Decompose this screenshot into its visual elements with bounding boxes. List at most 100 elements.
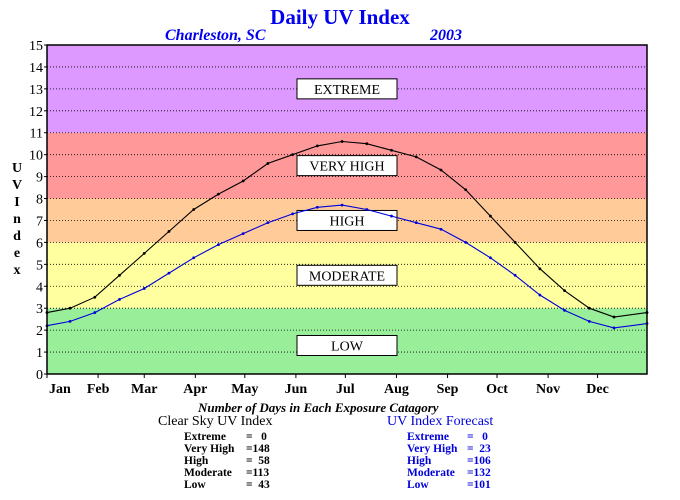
- clear-sky-point: [315, 144, 319, 148]
- clear-sky-row-moderate: Moderate =113: [158, 467, 298, 479]
- footer-title: Number of Days in Each Exposure Catagory: [198, 400, 439, 415]
- row-value: = 0: [467, 431, 488, 443]
- y-tick-label: 7: [36, 214, 43, 229]
- y-tick-label: 10: [29, 149, 43, 164]
- forecast-point: [93, 311, 97, 314]
- clear-sky-point: [365, 142, 369, 146]
- row-value: =113: [246, 467, 270, 479]
- row-label: Very High: [184, 443, 235, 455]
- clear-sky-point: [489, 214, 492, 218]
- forecast-row-moderate: Moderate =132: [387, 467, 537, 479]
- x-tick-label: Mar: [131, 382, 157, 397]
- band-label-box: [296, 334, 398, 356]
- y-tick-label: 3: [36, 302, 43, 317]
- forecast-point: [68, 319, 72, 323]
- clear-sky-point: [241, 179, 245, 183]
- y-tick-label: 13: [29, 83, 43, 98]
- clear-sky-row-low: Low = 43: [158, 479, 298, 491]
- forecast-point: [612, 326, 616, 330]
- forecast-point: [142, 287, 146, 290]
- y-axis-label-char: x: [14, 263, 21, 278]
- row-value: = 58: [246, 455, 270, 467]
- y-tick-label: 1: [36, 346, 43, 361]
- row-value: =101: [467, 479, 491, 491]
- row-value: =148: [246, 443, 270, 455]
- forecast-summary: UV Index Forecast Extreme = 0 Very High = …: [387, 414, 537, 491]
- clear-sky-point: [464, 188, 468, 192]
- clear-sky-point: [563, 289, 566, 293]
- forecast-point: [241, 232, 245, 236]
- chart-subtitle-year: 2003: [430, 27, 462, 44]
- forecast-point: [167, 271, 171, 275]
- band-label: MODERATE: [309, 269, 385, 284]
- x-tick-label: Nov: [536, 382, 560, 397]
- forecast-point: [390, 214, 393, 218]
- y-axis-label-char: n: [13, 212, 21, 227]
- row-value: = 23: [467, 443, 491, 455]
- x-tick-label: Apr: [183, 382, 207, 397]
- band-label: EXTREME: [314, 83, 380, 98]
- clear-sky-point: [291, 153, 295, 157]
- forecast-point: [217, 243, 220, 246]
- x-tick-label: May: [231, 382, 258, 397]
- forecast-point: [464, 241, 468, 244]
- y-tick-label: 4: [36, 280, 43, 295]
- clear-sky-point: [142, 251, 146, 255]
- clear-sky-summary: Clear Sky UV Index Extreme = 0 Very High =…: [158, 414, 298, 491]
- row-label: Low: [184, 479, 206, 491]
- y-tick-label: 12: [29, 105, 43, 120]
- band-label: HIGH: [330, 214, 365, 229]
- row-label: High: [184, 455, 209, 467]
- clear-sky-summary-title: Clear Sky UV Index: [158, 414, 273, 429]
- row-label: Moderate: [184, 467, 232, 479]
- y-tick-label: 9: [36, 171, 43, 186]
- forecast-point: [266, 221, 270, 225]
- band-label: LOW: [331, 339, 364, 354]
- clear-sky-point: [68, 306, 72, 310]
- x-tick-label: Jun: [285, 382, 308, 397]
- x-tick-label: Dec: [586, 382, 609, 397]
- row-value: = 43: [246, 479, 270, 491]
- y-tick-label: 5: [36, 258, 43, 273]
- clear-sky-point: [93, 295, 97, 299]
- clear-sky-point: [414, 155, 418, 159]
- forecast-point: [439, 227, 443, 231]
- y-tick-label: 11: [30, 127, 43, 142]
- y-axis-label-char: d: [13, 229, 21, 244]
- row-value: =106: [467, 455, 491, 467]
- forecast-point: [192, 256, 196, 260]
- forecast-point: [340, 203, 344, 207]
- row-label: Very High: [407, 443, 458, 455]
- forecast-row-high: High =106: [387, 455, 537, 467]
- clear-sky-point: [612, 315, 616, 319]
- y-tick-label: 6: [36, 236, 43, 251]
- clear-sky-point: [513, 241, 517, 244]
- clear-sky-point: [390, 148, 393, 152]
- clear-sky-point: [587, 306, 591, 310]
- clear-sky-row-high: High = 58: [158, 455, 298, 467]
- clear-sky-point: [538, 267, 542, 271]
- x-tick-label: Aug: [384, 382, 409, 397]
- forecast-point: [315, 205, 319, 209]
- clear-sky-point: [192, 208, 196, 211]
- clear-sky-point: [266, 162, 270, 165]
- forecast-point: [365, 208, 369, 211]
- row-value: = 0: [246, 431, 267, 443]
- row-label: Extreme: [184, 431, 226, 443]
- forecast-row-very-high: Very High = 23: [387, 443, 537, 455]
- clear-sky-point: [118, 273, 121, 277]
- clear-sky-point: [439, 168, 443, 172]
- row-label: Low: [407, 479, 429, 491]
- y-tick-label: 2: [36, 324, 43, 339]
- y-tick-label: 14: [29, 61, 43, 76]
- plot-frame: [46, 44, 648, 375]
- forecast-point: [513, 273, 517, 277]
- y-axis-label-char: V: [12, 178, 22, 193]
- chart-subtitle-location: Charleston, SC: [165, 27, 266, 44]
- band-label-box: [296, 155, 398, 177]
- y-tick-label: 8: [36, 193, 43, 208]
- x-tick-label: Oct: [486, 382, 508, 397]
- x-tick-label: Jul: [336, 382, 355, 397]
